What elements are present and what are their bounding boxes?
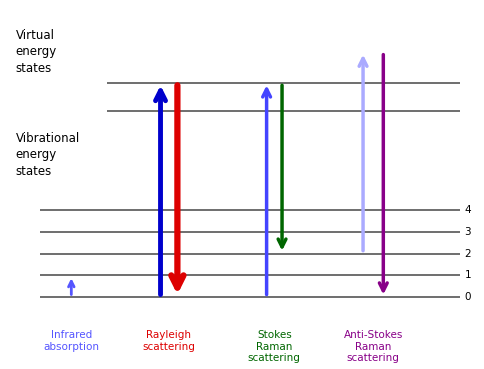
Text: 3: 3 bbox=[463, 227, 470, 237]
Text: Rayleigh
scattering: Rayleigh scattering bbox=[142, 330, 195, 352]
Text: 2: 2 bbox=[463, 248, 470, 259]
Text: Stokes
Raman
scattering: Stokes Raman scattering bbox=[247, 330, 300, 363]
Text: Virtual
energy
states: Virtual energy states bbox=[16, 29, 57, 75]
Text: 1: 1 bbox=[463, 270, 470, 280]
Text: Infrared
absorption: Infrared absorption bbox=[43, 330, 99, 352]
Text: Vibrational
energy
states: Vibrational energy states bbox=[16, 132, 80, 178]
Text: 0: 0 bbox=[463, 292, 470, 302]
Text: Anti-Stokes
Raman
scattering: Anti-Stokes Raman scattering bbox=[343, 330, 402, 363]
Text: 4: 4 bbox=[463, 205, 470, 215]
